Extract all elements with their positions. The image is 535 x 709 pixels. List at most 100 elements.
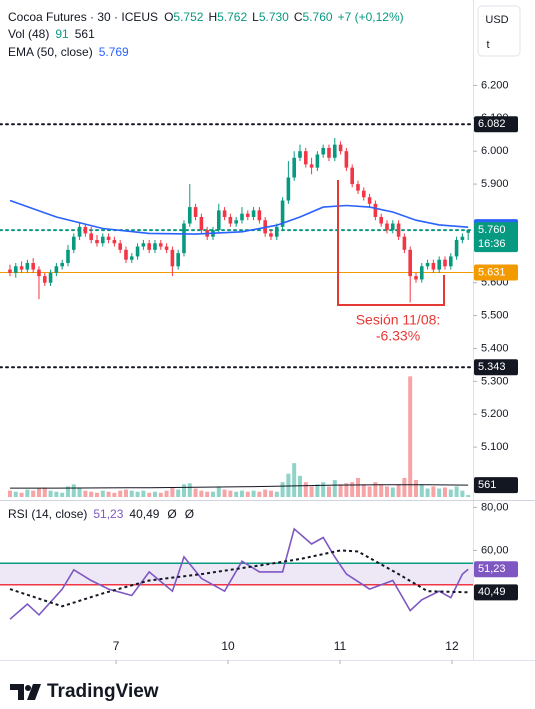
volume-bar xyxy=(25,489,30,497)
volume-bar xyxy=(65,486,70,497)
candle-body xyxy=(269,233,273,237)
candle-body xyxy=(158,243,163,247)
candle-body xyxy=(31,262,35,270)
candle-body xyxy=(83,226,88,234)
volume-bar xyxy=(390,487,395,497)
rsi-label: 51,23 xyxy=(478,563,506,575)
candle-body xyxy=(367,197,372,204)
volume-bar xyxy=(77,487,82,497)
candle-body xyxy=(89,233,93,240)
candle-body xyxy=(37,269,41,277)
y-tick-label: 6.200 xyxy=(481,79,509,91)
candle-body xyxy=(303,151,308,165)
volume-bar xyxy=(234,491,239,497)
volume-bar xyxy=(326,486,331,497)
volume-bar xyxy=(147,492,152,497)
rsi-line xyxy=(9,527,469,620)
candle-body xyxy=(187,207,192,224)
volume-bar xyxy=(239,490,244,497)
volume-ma-label: 561 xyxy=(478,479,496,491)
legend-symbol: Cocoa Futures · 30 · ICEUS O5.752 H5.762 L5… xyxy=(8,10,404,24)
x-tick-label: 10 xyxy=(221,639,235,653)
volume-bar xyxy=(280,482,285,497)
volume-bar xyxy=(216,486,221,497)
volume-bar xyxy=(350,482,355,497)
volume-bar xyxy=(60,492,65,497)
candle-body xyxy=(19,266,24,270)
volume-bar xyxy=(442,487,447,497)
volume-value: 91 xyxy=(55,27,69,41)
rsi-extra: Ø xyxy=(185,507,194,521)
volume-bar xyxy=(36,488,41,497)
rsi-label-box xyxy=(474,584,518,601)
volume-bar xyxy=(129,490,134,497)
logo-mark xyxy=(10,684,24,700)
rsi-ma-value: 40,49 xyxy=(129,507,159,521)
ohlc-value: 5.730 xyxy=(259,10,289,24)
volume-bar xyxy=(193,488,198,497)
legend-ema: EMA (50, close) 5.769 xyxy=(8,45,129,59)
candle-body xyxy=(280,200,285,227)
y-tick-label: 5.100 xyxy=(481,441,509,453)
volume-bar xyxy=(274,491,279,497)
volume-bar xyxy=(286,473,291,497)
candle-body xyxy=(321,147,325,155)
candle-body xyxy=(437,259,441,270)
volume-bar xyxy=(158,492,163,497)
y-tick-label: 5.200 xyxy=(481,408,509,420)
ohlc-label: H xyxy=(208,10,217,24)
volume-bar xyxy=(413,480,418,497)
volume-bar xyxy=(361,484,366,497)
candle-body xyxy=(466,230,470,233)
candle-body xyxy=(193,207,198,217)
candle-body xyxy=(153,243,157,250)
candle-body xyxy=(315,154,320,168)
candle-body xyxy=(112,239,117,244)
volume-bar xyxy=(83,490,88,497)
volume-bar xyxy=(7,490,12,497)
candle-body xyxy=(8,269,12,273)
volume-bar xyxy=(123,489,128,497)
volume-bar xyxy=(205,491,210,497)
volume-ma-label-box xyxy=(474,477,518,494)
candle-body xyxy=(356,184,360,191)
candle-body xyxy=(332,144,337,158)
currency-button[interactable] xyxy=(477,5,521,57)
volume-bar xyxy=(303,482,308,497)
price-label: 6.082 xyxy=(478,118,506,130)
candle-body xyxy=(42,276,47,283)
volume-bar xyxy=(152,491,157,497)
candle-body xyxy=(106,236,111,240)
y-tick-label: 5.900 xyxy=(481,178,509,190)
rsi-label: 40,49 xyxy=(478,586,506,598)
candle-body xyxy=(460,236,465,240)
volume-bar xyxy=(118,490,123,497)
candle-body xyxy=(373,203,378,217)
candle-body xyxy=(454,239,459,257)
volume-bar xyxy=(31,490,36,497)
candle-body xyxy=(327,147,331,158)
volume-bar xyxy=(454,486,459,497)
volume-bar xyxy=(170,487,175,497)
candle-body xyxy=(414,276,418,280)
y-tick-label: 5.400 xyxy=(481,342,509,354)
candle-body xyxy=(286,177,291,201)
ohlc-label: O xyxy=(164,10,173,24)
volume-bar xyxy=(402,477,407,497)
price-label: 5.760 xyxy=(478,224,506,236)
legend-rsi: RSI (14, close) 51,23 40,49 Ø Ø xyxy=(8,507,194,521)
ema-value: 5.769 xyxy=(99,45,129,59)
volume-bar xyxy=(263,489,268,497)
candle-body xyxy=(443,259,447,267)
volume-bar xyxy=(355,477,360,497)
candle-body xyxy=(141,243,146,247)
ema-line xyxy=(9,199,469,235)
candle-body xyxy=(66,249,70,263)
volume-bar xyxy=(408,376,413,497)
scale-menu[interactable]: t xyxy=(486,39,489,51)
volume-bar xyxy=(164,490,169,497)
candle-body xyxy=(118,243,122,250)
candle-body xyxy=(408,249,412,277)
ohlc-label: L xyxy=(252,10,259,24)
